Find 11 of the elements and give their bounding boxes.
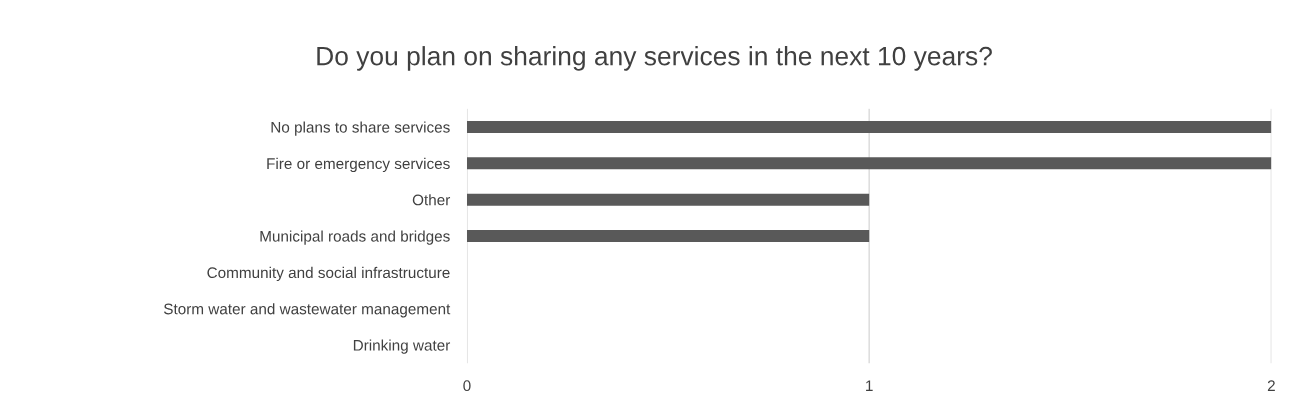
y-tick-label: No plans to share services	[271, 121, 450, 136]
y-tick-label: Community and social infrastructure	[207, 266, 450, 282]
x-tick-label: 2	[1267, 380, 1275, 391]
y-tick-label: Other	[412, 194, 451, 206]
x-tick-label: 1	[866, 380, 873, 391]
y-tick-label: Fire or emergency services	[267, 157, 450, 173]
y-tick-label: Storm water and wastewater management	[163, 303, 451, 318]
chart-title: Do you plan on sharing any services in the next 10 years?	[317, 46, 992, 71]
y-tick-label: Drinking water	[353, 339, 451, 354]
y-tick-label: Municipal roads and bridges	[260, 230, 450, 245]
x-tick-label: 0	[463, 380, 471, 392]
